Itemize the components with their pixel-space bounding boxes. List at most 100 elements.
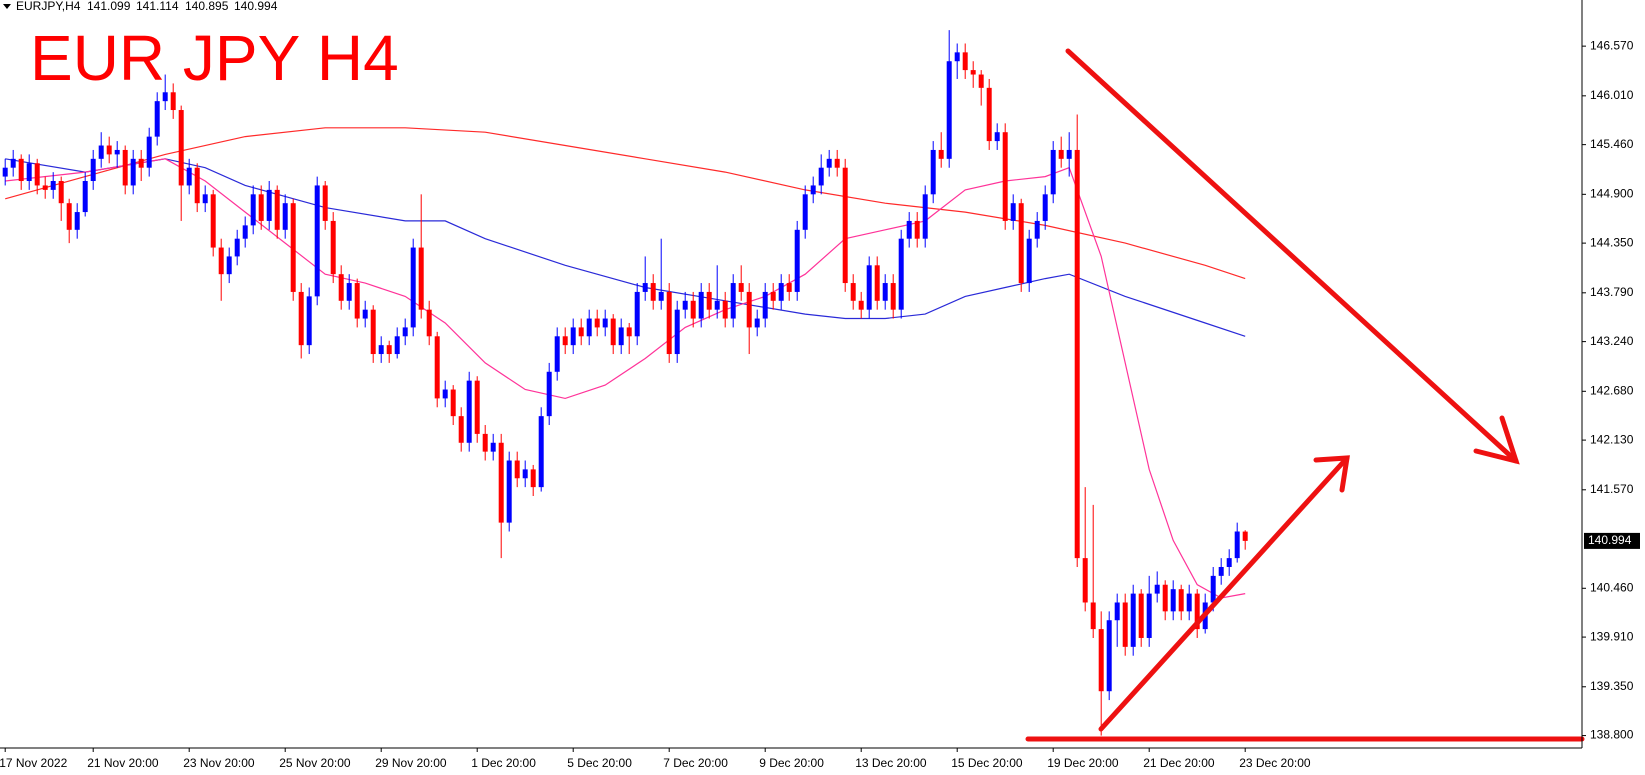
candle-body <box>866 265 872 310</box>
candle-body <box>122 149 128 186</box>
candle-body <box>978 74 984 88</box>
candle-body <box>362 309 368 319</box>
y-tick-label: 145.460 <box>1590 137 1634 151</box>
candle-body <box>730 283 736 319</box>
candle-body <box>1098 629 1104 692</box>
candle-body <box>1106 620 1112 692</box>
candle-body <box>1082 558 1088 603</box>
candle-body <box>322 185 328 221</box>
candle-body <box>426 309 432 337</box>
candle-body <box>578 327 584 337</box>
y-tick-label: 142.130 <box>1590 432 1634 446</box>
candle-body <box>378 345 384 355</box>
candle-body <box>18 158 24 182</box>
moving-average <box>5 127 1246 280</box>
x-tick-label: 19 Dec 20:00 <box>1047 756 1119 770</box>
candle-body <box>1114 602 1120 621</box>
candle-body <box>514 460 520 479</box>
candle-body <box>802 194 808 230</box>
x-tick-label: 17 Nov 2022 <box>0 756 68 770</box>
menu-arrow[interactable] <box>3 4 11 9</box>
y-tick-label: 143.240 <box>1590 334 1634 348</box>
candle-body <box>554 336 560 372</box>
candle-body <box>1194 593 1200 630</box>
candle-body <box>722 300 728 319</box>
candle-body <box>1058 149 1064 159</box>
candle-body <box>842 167 848 284</box>
candle-body <box>698 291 704 319</box>
candle-body <box>1210 575 1216 603</box>
x-tick-label: 13 Dec 20:00 <box>855 756 927 770</box>
candle-body <box>306 296 312 346</box>
candle-body <box>890 283 896 310</box>
candle-body <box>642 283 648 292</box>
candle-body <box>1138 593 1144 638</box>
candle-body <box>714 300 720 310</box>
candle-body <box>746 291 752 328</box>
candle-body <box>706 291 712 310</box>
candle-body <box>10 158 16 168</box>
candle-body <box>986 87 992 142</box>
x-tick-label: 21 Dec 20:00 <box>1143 756 1215 770</box>
candle-body <box>610 318 616 346</box>
candle-body <box>26 163 32 182</box>
candle-body <box>370 309 376 355</box>
candle-body <box>690 300 696 319</box>
candle-body <box>466 380 472 443</box>
candle-body <box>1186 593 1192 612</box>
candle-body <box>218 247 224 275</box>
candle-body <box>82 181 88 213</box>
candle-body <box>754 318 760 328</box>
candle-body <box>1018 203 1024 284</box>
candle-body <box>594 318 600 328</box>
candle-body <box>1218 566 1224 576</box>
candle-body <box>1234 531 1240 559</box>
y-tick-label: 142.680 <box>1590 383 1634 397</box>
candle-body <box>1002 132 1008 221</box>
candle-body <box>1066 149 1072 159</box>
candle-body <box>34 163 40 186</box>
candle-body <box>586 318 592 337</box>
candle-body <box>562 336 568 346</box>
candle-body <box>634 291 640 337</box>
x-tick-label: 1 Dec 20:00 <box>471 756 536 770</box>
y-tick-label: 139.350 <box>1590 679 1634 693</box>
ohlc-value: 141.099 <box>87 0 131 13</box>
candle-body <box>826 158 832 168</box>
candle-body <box>1178 589 1184 612</box>
candle-body <box>482 433 488 452</box>
candle-body <box>658 291 664 301</box>
candle-body <box>42 185 48 190</box>
candle-body <box>738 283 744 292</box>
up-arrow <box>1098 455 1350 732</box>
candle-body <box>90 158 96 182</box>
candle-body <box>2 167 8 177</box>
x-tick-label: 5 Dec 20:00 <box>567 756 632 770</box>
x-tick-label: 23 Dec 20:00 <box>1239 756 1311 770</box>
candle-body <box>354 283 360 319</box>
candle-body <box>434 336 440 399</box>
candle-body <box>74 212 80 230</box>
candle-body <box>50 181 56 190</box>
ohlc-value: 140.994 <box>234 0 278 13</box>
candle-body <box>330 220 336 275</box>
candle-body <box>98 145 104 159</box>
candle-body <box>1226 558 1232 567</box>
candle-body <box>786 283 792 292</box>
candle-body <box>626 327 632 337</box>
candle-body <box>1242 531 1248 541</box>
candle-body <box>962 52 968 71</box>
up-arrow-head <box>1313 455 1350 493</box>
candle-body <box>202 194 208 204</box>
x-tick-label: 21 Nov 20:00 <box>87 756 159 770</box>
candle-body <box>1130 593 1136 647</box>
candle-body <box>154 101 160 137</box>
candle-body <box>130 158 136 186</box>
candle-body <box>914 220 920 239</box>
moving-average <box>5 158 1246 599</box>
candle-body <box>106 145 112 155</box>
candle-body <box>762 291 768 319</box>
y-tick-label: 139.910 <box>1590 629 1634 643</box>
symbol-label: EURJPY,H4 <box>16 0 81 13</box>
candle-body <box>274 189 280 230</box>
